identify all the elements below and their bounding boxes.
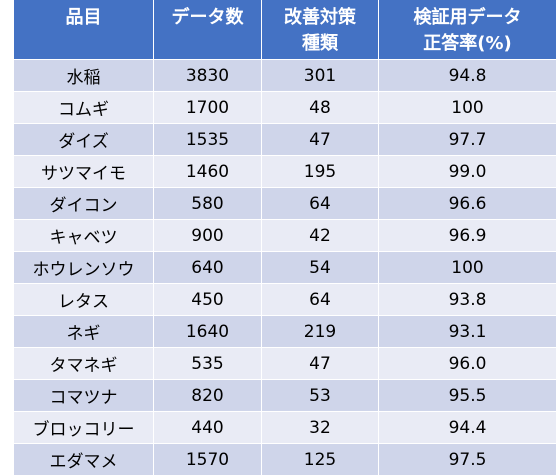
cell-improvement-types: 301: [262, 60, 378, 91]
header-cell-accuracy: 検証用データ 正答率(%): [379, 0, 556, 59]
cell-improvement-types: 47: [262, 348, 378, 379]
header-cell-data-count: データ数: [154, 0, 261, 59]
cell-accuracy: 96.9: [379, 220, 556, 251]
header-cell-item: 品目: [14, 0, 153, 59]
table-row: ブロッコリー 440 32 94.4: [14, 412, 556, 443]
header-row: 品目 データ数 改善対策 種類 検証用データ 正答率(%): [14, 0, 556, 59]
header-label: 品目: [65, 7, 102, 28]
cell-improvement-types: 64: [262, 188, 378, 219]
table-row: サツマイモ 1460 195 99.0: [14, 156, 556, 187]
cell-data-count: 900: [154, 220, 261, 251]
table-row: コマツナ 820 53 95.5: [14, 380, 556, 411]
cell-item: ダイコン: [14, 188, 153, 219]
cell-data-count: 1570: [154, 444, 261, 475]
cell-item: ネギ: [14, 316, 153, 347]
cell-item: コムギ: [14, 92, 153, 123]
cell-accuracy: 99.0: [379, 156, 556, 187]
cell-improvement-types: 32: [262, 412, 378, 443]
cell-item: ダイズ: [14, 124, 153, 155]
cell-improvement-types: 53: [262, 380, 378, 411]
cell-improvement-types: 125: [262, 444, 378, 475]
header-label-line-2: 正答率(%): [423, 33, 512, 54]
cell-data-count: 450: [154, 284, 261, 315]
cell-data-count: 1460: [154, 156, 261, 187]
cell-accuracy: 93.8: [379, 284, 556, 315]
cell-improvement-types: 47: [262, 124, 378, 155]
header-cell-improvement-types: 改善対策 種類: [262, 0, 378, 59]
table-row: エダマメ 1570 125 97.5: [14, 444, 556, 475]
cell-item: ブロッコリー: [14, 412, 153, 443]
header-label: データ数: [171, 7, 244, 28]
cell-accuracy: 96.6: [379, 188, 556, 219]
table-row: ダイズ 1535 47 97.7: [14, 124, 556, 155]
table-row: ホウレンソウ 640 54 100: [14, 252, 556, 283]
table-row: キャベツ 900 42 96.9: [14, 220, 556, 251]
cell-data-count: 580: [154, 188, 261, 219]
header-label-line-1: 検証用データ: [413, 7, 522, 28]
cell-data-count: 440: [154, 412, 261, 443]
table-row: ダイコン 580 64 96.6: [14, 188, 556, 219]
cell-accuracy: 96.0: [379, 348, 556, 379]
cell-data-count: 1700: [154, 92, 261, 123]
cell-improvement-types: 42: [262, 220, 378, 251]
cell-item: タマネギ: [14, 348, 153, 379]
cell-data-count: 535: [154, 348, 261, 379]
table-row: レタス 450 64 93.8: [14, 284, 556, 315]
cell-accuracy: 100: [379, 92, 556, 123]
cell-data-count: 820: [154, 380, 261, 411]
cell-accuracy: 94.8: [379, 60, 556, 91]
cell-item: レタス: [14, 284, 153, 315]
cell-item: サツマイモ: [14, 156, 153, 187]
cell-accuracy: 93.1: [379, 316, 556, 347]
table-row: タマネギ 535 47 96.0: [14, 348, 556, 379]
cell-accuracy: 95.5: [379, 380, 556, 411]
cell-item: エダマメ: [14, 444, 153, 475]
cell-improvement-types: 54: [262, 252, 378, 283]
header-label-line-2: 種類: [302, 33, 338, 54]
header-label-line-1: 改善対策: [284, 7, 356, 28]
cell-accuracy: 97.7: [379, 124, 556, 155]
data-table: 品目 データ数 改善対策 種類 検証用データ 正答率(%) 水稲 3830 30…: [14, 0, 556, 475]
cell-item: コマツナ: [14, 380, 153, 411]
table-row: 水稲 3830 301 94.8: [14, 60, 556, 91]
cell-improvement-types: 48: [262, 92, 378, 123]
cell-item: 水稲: [14, 60, 153, 91]
cell-improvement-types: 195: [262, 156, 378, 187]
cell-accuracy: 97.5: [379, 444, 556, 475]
cell-improvement-types: 219: [262, 316, 378, 347]
cell-improvement-types: 64: [262, 284, 378, 315]
cell-data-count: 640: [154, 252, 261, 283]
cell-data-count: 3830: [154, 60, 261, 91]
cell-data-count: 1640: [154, 316, 261, 347]
table-row: コムギ 1700 48 100: [14, 92, 556, 123]
table-row: ネギ 1640 219 93.1: [14, 316, 556, 347]
cell-accuracy: 94.4: [379, 412, 556, 443]
cell-item: キャベツ: [14, 220, 153, 251]
cell-item: ホウレンソウ: [14, 252, 153, 283]
cell-accuracy: 100: [379, 252, 556, 283]
cell-data-count: 1535: [154, 124, 261, 155]
